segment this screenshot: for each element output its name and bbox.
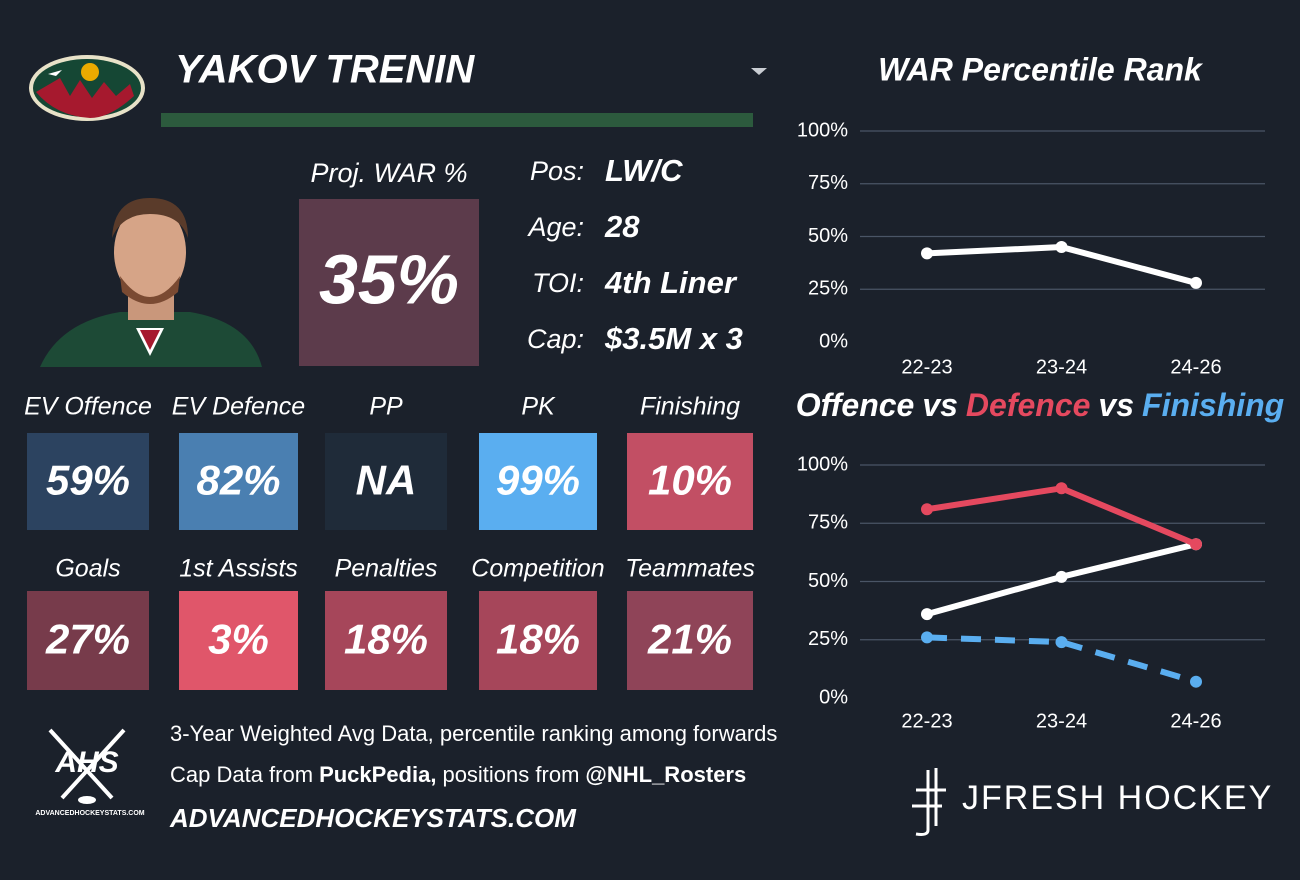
series-line: [926, 485, 1198, 547]
stat-tile: [479, 591, 597, 690]
stat-tile: [325, 591, 447, 690]
site-url: ADVANCEDHOCKEYSTATS.COM: [169, 803, 577, 833]
bio-value: 28: [604, 209, 640, 244]
tile-label: Finishing: [640, 393, 740, 421]
data-point: [1055, 636, 1068, 649]
bio-label: Pos:: [530, 156, 584, 186]
tile-label: Goals: [55, 555, 120, 583]
tile-label: EV Defence: [172, 393, 305, 421]
tile-label: Teammates: [625, 555, 755, 583]
data-point: [921, 503, 933, 516]
tile-value: 10%: [648, 457, 732, 504]
ahs-logo-caption: ADVANCEDHOCKEYSTATS.COM: [35, 810, 144, 817]
tile-value: 27%: [45, 616, 130, 663]
x-tick-label: 22-23: [901, 710, 952, 732]
credit-text: positions from: [442, 762, 579, 787]
credit-text: Cap Data from: [170, 762, 313, 787]
y-tick-label: 50%: [808, 225, 848, 247]
tile-label: EV Offence: [24, 393, 152, 421]
brand-name: JFRESH HOCKEY: [962, 779, 1273, 817]
tile-value: 59%: [46, 457, 130, 504]
stat-tile: [325, 433, 447, 530]
y-tick-label: 0%: [819, 330, 848, 352]
stat-tile: [627, 433, 753, 530]
y-tick-label: 75%: [808, 172, 848, 194]
bio-value: LW/C: [605, 153, 683, 188]
tile-label: PK: [521, 393, 556, 421]
bio-label: Cap:: [527, 324, 584, 354]
tile-value: 18%: [344, 616, 428, 663]
team-logo: [29, 55, 145, 121]
stat-tile: [479, 433, 597, 530]
tile-label: Competition: [471, 555, 604, 583]
legend-entry: Defence: [966, 387, 1091, 423]
bio-label: TOI:: [532, 268, 584, 298]
x-tick-label: 23-24: [1036, 710, 1087, 732]
tile-value: 21%: [647, 616, 732, 663]
tile-value: 82%: [196, 457, 280, 504]
jfresh-logo: [912, 768, 946, 836]
credit-source: @NHL_Rosters: [585, 762, 746, 787]
bio-value: 4th Liner: [604, 265, 738, 300]
stat-tile: [627, 591, 753, 690]
x-tick-label: 22-23: [901, 356, 952, 378]
tile-value: 99%: [496, 457, 580, 504]
data-point: [921, 608, 933, 621]
chart-title: WAR Percentile Rank: [878, 51, 1204, 87]
dropdown-caret[interactable]: [751, 68, 767, 75]
stat-tile: [27, 433, 149, 530]
data-point: [1190, 675, 1202, 688]
tile-value: 3%: [208, 616, 269, 663]
y-tick-label: 100%: [797, 453, 848, 475]
data-point: [1190, 538, 1202, 551]
stat-tile: [179, 433, 298, 530]
chart-title: Offence vs Defence vs Finishing: [796, 387, 1284, 423]
data-point: [1055, 482, 1068, 495]
x-tick-label: 24-26: [1170, 710, 1221, 732]
bio-label: Age:: [526, 212, 584, 242]
tile-label: Penalties: [335, 555, 438, 583]
tile-label: 1st Assists: [179, 555, 298, 583]
y-tick-label: 25%: [808, 628, 848, 650]
player-name: YAKOV TRENIN: [175, 48, 475, 92]
y-tick-label: 75%: [808, 512, 848, 534]
tile-label: PP: [369, 393, 403, 421]
ahs-logo-text: AHS: [54, 746, 118, 779]
credit-source: PuckPedia,: [319, 762, 436, 787]
footer-credits: Cap Data from PuckPedia, positions from @NH…: [170, 762, 746, 787]
data-point: [921, 247, 933, 260]
y-tick-label: 0%: [819, 686, 848, 708]
legend-entry: Offence: [796, 387, 915, 423]
footer-note: 3-Year Weighted Avg Data, percentile ran…: [170, 721, 777, 746]
y-tick-label: 100%: [797, 119, 848, 141]
projection-value: 35%: [319, 240, 459, 318]
tile-value: 18%: [496, 616, 580, 663]
name-underline: [161, 113, 753, 127]
data-point: [1055, 241, 1068, 254]
projection-box: [299, 199, 479, 366]
data-point: [1055, 570, 1068, 583]
player-photo: [40, 198, 262, 367]
x-tick-label: 23-24: [1036, 356, 1087, 378]
series-line: [926, 634, 1197, 685]
y-tick-label: 50%: [808, 570, 848, 592]
projection-label: Proj. WAR %: [310, 158, 467, 188]
tile-value: NA: [356, 457, 417, 504]
stat-tile: [179, 591, 298, 690]
stat-tile: [27, 591, 149, 690]
x-tick-label: 24-26: [1170, 356, 1221, 378]
data-point: [1190, 276, 1202, 289]
data-point: [921, 631, 933, 644]
title-joiner: vs: [1098, 387, 1134, 423]
bio-value: $3.5M x 3: [604, 321, 743, 356]
legend-entry: Finishing: [1142, 387, 1284, 423]
y-tick-label: 25%: [808, 278, 848, 300]
ahs-logo: [48, 728, 126, 804]
title-joiner: vs: [922, 387, 958, 423]
